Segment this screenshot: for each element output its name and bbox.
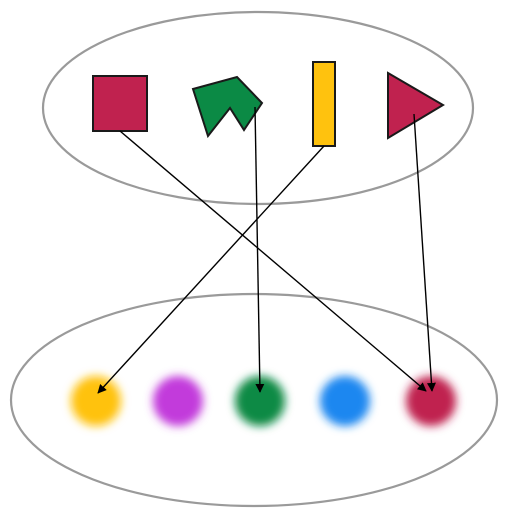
mapping-arrows: [97, 106, 436, 394]
domain-shapes: [92, 61, 445, 147]
codomain-set-ellipse: [9, 292, 499, 508]
arrow-pentagon-to-green-dot: [254, 106, 265, 393]
arrow-bar-to-yellow-dot: [97, 145, 325, 394]
purple-dot: [153, 376, 203, 426]
arrow-square-to-crimson-dot: [119, 130, 427, 392]
blue-dot: [320, 376, 370, 426]
square-shape: [92, 75, 148, 132]
bar-shape: [312, 61, 336, 147]
triangle-shape: [387, 71, 445, 140]
notched-pentagon-shape: [191, 75, 264, 139]
green-dot: [235, 376, 285, 426]
codomain-dots: [71, 376, 456, 426]
domain-set-ellipse: [41, 10, 475, 206]
arrow-triangle-to-crimson-dot: [413, 113, 436, 392]
yellow-dot: [71, 376, 121, 426]
